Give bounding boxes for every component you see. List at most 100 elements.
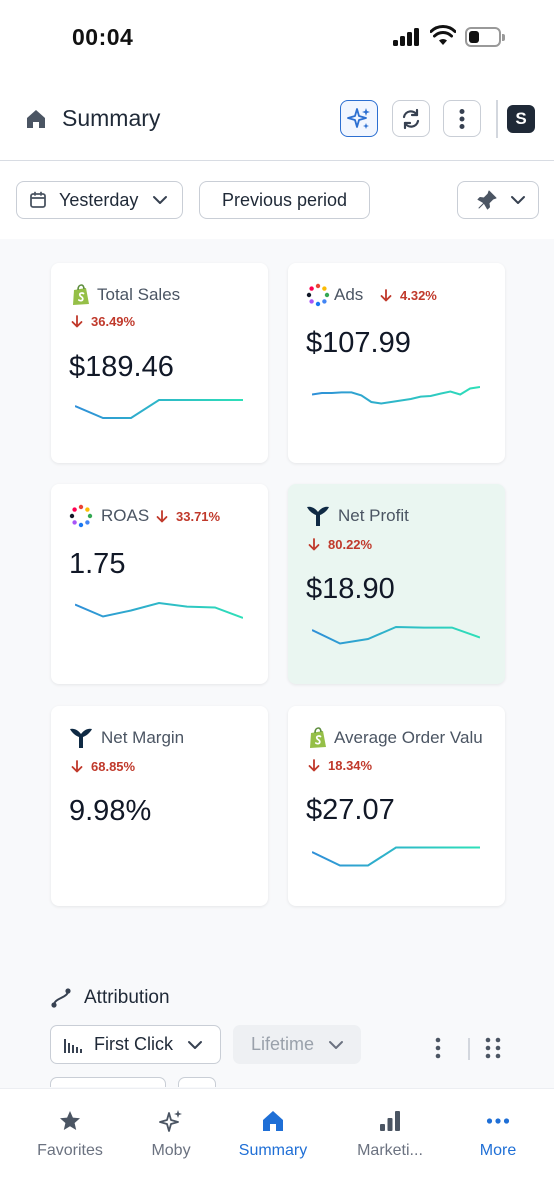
status-time: 00:04 <box>72 24 134 50</box>
arrow-down-icon <box>308 538 320 551</box>
chevron-down-icon <box>511 196 525 204</box>
tab-marketing[interactable]: Marketi... <box>335 1089 445 1200</box>
metric-title: Average Order Valu <box>334 728 483 747</box>
bar-columns-icon <box>64 1038 82 1053</box>
ads-dots-icon <box>306 283 330 307</box>
arrow-down-icon <box>71 760 83 773</box>
arrow-down-icon <box>380 289 392 302</box>
tab-favorites[interactable]: Favorites <box>15 1089 125 1200</box>
refresh-button[interactable] <box>392 100 430 137</box>
attribution-model-label: First Click <box>94 1034 173 1054</box>
metric-card-net-margin[interactable]: Net Margin 68.85% 9.98% <box>51 706 268 906</box>
change-indicator: 68.85% <box>71 759 135 774</box>
metric-card-net-profit[interactable]: Net Profit 80.22% $18.90 <box>288 484 505 684</box>
pin-dropdown[interactable] <box>457 181 539 219</box>
sparkline <box>75 399 243 419</box>
attribution-path-icon <box>51 988 71 1008</box>
change-indicator: 36.49% <box>71 314 135 329</box>
chevron-down-icon <box>329 1040 344 1049</box>
change-indicator: 33.71% <box>156 509 220 524</box>
change-percent: 36.49% <box>91 314 136 329</box>
app-header: Summary S <box>0 78 554 161</box>
tab-label: More <box>479 1142 517 1159</box>
metric-card-average-order-value[interactable]: Average Order Valu 18.34% $27.07 <box>288 706 505 906</box>
tab-moby[interactable]: Moby <box>116 1089 226 1200</box>
header-divider <box>496 100 498 138</box>
change-percent: 68.85% <box>91 759 136 774</box>
change-indicator: 80.22% <box>308 537 372 552</box>
metric-value: $18.90 <box>306 573 395 605</box>
cellular-signal-icon <box>393 28 421 46</box>
change-percent: 33.71% <box>176 509 221 524</box>
home-icon[interactable] <box>24 107 48 131</box>
metric-card-ads[interactable]: Ads 4.32% $107.99 <box>288 263 505 463</box>
compare-period-label: Previous period <box>221 189 348 210</box>
calendar-icon <box>30 191 46 208</box>
tab-label: Moby <box>151 1142 191 1159</box>
bar-chart-icon <box>380 1111 400 1131</box>
sparkline <box>312 386 480 405</box>
arrow-down-icon <box>156 510 168 523</box>
metric-value: $189.46 <box>69 351 174 383</box>
attribution-title: Attribution <box>84 987 170 1008</box>
shopify-icon <box>310 727 326 748</box>
change-percent: 4.32% <box>400 288 437 303</box>
sparkles-icon <box>347 107 370 129</box>
tab-more[interactable]: More <box>443 1089 553 1200</box>
arrow-down-icon <box>71 315 83 328</box>
vertical-dots-icon <box>459 108 465 129</box>
ads-dots-icon <box>69 504 93 528</box>
change-indicator: 18.34% <box>308 758 372 773</box>
metric-card-total-sales[interactable]: Total Sales 36.49% $189.46 <box>51 263 268 463</box>
sparkles-icon <box>159 1110 182 1132</box>
date-range-dropdown[interactable]: Yesterday <box>16 181 183 219</box>
attribution-filter-button[interactable] <box>50 1077 166 1087</box>
compare-period-button[interactable]: Previous period <box>199 181 370 219</box>
metric-card-roas[interactable]: ROAS 33.71% 1.75 <box>51 484 268 684</box>
change-indicator: 4.32% <box>380 288 437 303</box>
sparkline <box>312 625 480 645</box>
tab-label: Summary <box>238 1142 308 1159</box>
sparkline <box>312 846 480 867</box>
tab-label: Marketi... <box>357 1142 423 1159</box>
metric-title: Net Margin <box>101 728 185 747</box>
triple-whale-icon <box>70 728 92 748</box>
refresh-icon <box>402 108 420 129</box>
bottom-tab-bar: Favorites Moby Summary Marketi... More <box>0 1088 554 1200</box>
change-percent: 80.22% <box>328 537 373 552</box>
attribution-window-label: Lifetime <box>251 1034 315 1054</box>
pin-icon <box>477 190 497 210</box>
status-bar: 00:04 <box>0 0 554 78</box>
shopify-icon <box>73 284 89 305</box>
more-options-button[interactable] <box>443 100 481 137</box>
attribution-window-dropdown[interactable]: Lifetime <box>233 1025 361 1064</box>
filter-bar: Yesterday Previous period <box>0 161 554 239</box>
metric-value: 1.75 <box>69 548 126 580</box>
metric-title: Total Sales <box>97 285 181 304</box>
home-icon <box>263 1111 283 1131</box>
wifi-icon <box>430 25 456 45</box>
metric-value: $27.07 <box>306 794 395 826</box>
attribution-options-icon[interactable] <box>431 1037 445 1059</box>
metric-title: Net Profit <box>338 506 409 525</box>
attribution-model-dropdown[interactable]: First Click <box>50 1025 221 1064</box>
triple-whale-icon <box>307 506 329 526</box>
date-range-label: Yesterday <box>59 189 139 210</box>
more-dots-icon <box>486 1118 510 1124</box>
drag-handle-icon[interactable] <box>484 1037 502 1059</box>
battery-icon <box>465 27 505 47</box>
metric-title: Ads <box>334 285 364 304</box>
chevron-down-icon <box>188 1040 202 1049</box>
metric-title: ROAS <box>101 506 150 525</box>
arrow-down-icon <box>308 759 320 772</box>
page-title: Summary <box>62 105 161 131</box>
shop-switcher-avatar[interactable]: S <box>507 105 535 133</box>
sparkline <box>75 601 243 619</box>
tab-label: Favorites <box>37 1142 103 1159</box>
metric-value: $107.99 <box>306 327 411 359</box>
change-percent: 18.34% <box>328 758 373 773</box>
attribution-extra-button[interactable] <box>178 1077 216 1087</box>
moby-ai-button[interactable] <box>340 100 378 137</box>
tab-summary[interactable]: Summary <box>218 1089 328 1200</box>
metric-value: 9.98% <box>69 795 152 827</box>
